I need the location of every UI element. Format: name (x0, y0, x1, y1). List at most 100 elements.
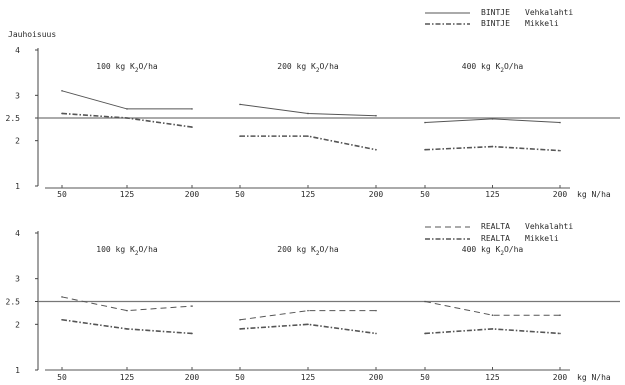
series-line (62, 113, 192, 127)
data-point (239, 319, 241, 321)
x-tick-label: 200 (553, 190, 568, 199)
data-point (375, 333, 377, 335)
data-point (239, 328, 241, 330)
legend-location: Mikkeli (525, 19, 559, 28)
data-point (307, 310, 309, 312)
data-point (126, 117, 128, 119)
data-point (424, 333, 426, 335)
x-axis-unit: kg N/ha (577, 373, 611, 382)
series-line (62, 297, 192, 311)
series-line (240, 311, 376, 320)
data-point (559, 150, 561, 152)
data-point (307, 113, 309, 115)
x-tick-label: 200 (369, 373, 384, 382)
x-tick-label: 50 (57, 373, 67, 382)
y-tick-label: 4 (15, 46, 20, 55)
series-line (62, 320, 192, 334)
x-tick-label: 200 (553, 373, 568, 382)
data-point (492, 328, 494, 330)
group-title: 100 kg K2O/ha (96, 245, 158, 257)
data-point (492, 118, 494, 120)
x-tick-label: 125 (120, 373, 135, 382)
x-tick-label: 50 (420, 190, 430, 199)
data-point (424, 149, 426, 151)
legend-cultivar: REALTA (481, 234, 510, 243)
x-tick-label: 200 (185, 373, 200, 382)
data-point (126, 108, 128, 110)
x-tick-label: 125 (301, 190, 316, 199)
y-tick-label: 1 (15, 366, 20, 375)
group-title: 400 kg K2O/ha (462, 245, 524, 257)
data-point (61, 113, 63, 115)
group-title: 200 kg K2O/ha (277, 245, 339, 257)
legend-cultivar: REALTA (481, 222, 510, 231)
y-tick-label: 4 (15, 229, 20, 238)
group-title-unit: O/ha (504, 245, 523, 254)
x-tick-label: 200 (185, 190, 200, 199)
data-point (559, 333, 561, 335)
data-point (61, 319, 63, 321)
data-point (307, 324, 309, 326)
data-point (191, 108, 193, 110)
data-point (191, 333, 193, 335)
data-point (307, 135, 309, 137)
x-tick-label: 125 (301, 373, 316, 382)
data-point (375, 149, 377, 151)
data-point (375, 310, 377, 312)
y-tick-label: 2.5 (6, 114, 21, 123)
data-point (61, 296, 63, 298)
group-title-main: 100 kg K (96, 62, 135, 71)
data-point (559, 122, 561, 124)
y-tick-label: 2 (15, 137, 20, 146)
x-tick-label: 50 (57, 190, 67, 199)
x-tick-label: 50 (235, 190, 245, 199)
x-tick-label: 200 (369, 190, 384, 199)
group-title-unit: O/ha (138, 62, 157, 71)
group-title-unit: O/ha (319, 62, 338, 71)
series-line (425, 302, 560, 316)
data-point (492, 146, 494, 148)
x-tick-label: 125 (485, 373, 500, 382)
data-point (375, 115, 377, 117)
group-title: 400 kg K2O/ha (462, 62, 524, 74)
data-point (424, 122, 426, 124)
group-title-main: 400 kg K (462, 62, 501, 71)
y-tick-label: 2.5 (6, 298, 21, 307)
series-line (240, 136, 376, 150)
data-point (61, 90, 63, 92)
x-tick-label: 50 (420, 373, 430, 382)
legend-location: Mikkeli (525, 234, 559, 243)
group-title: 100 kg K2O/ha (96, 62, 158, 74)
group-title-main: 400 kg K (462, 245, 501, 254)
legend-cultivar: BINTJE (481, 19, 510, 28)
group-title-unit: O/ha (319, 245, 338, 254)
data-point (492, 314, 494, 316)
legend-location: Vehkalahti (525, 222, 573, 231)
legend-cultivar: BINTJE (481, 8, 510, 17)
data-point (239, 135, 241, 137)
group-title-main: 100 kg K (96, 245, 135, 254)
group-title-main: 200 kg K (277, 245, 316, 254)
group-title-main: 200 kg K (277, 62, 316, 71)
data-point (424, 301, 426, 303)
group-title-unit: O/ha (504, 62, 523, 71)
x-tick-label: 125 (485, 190, 500, 199)
data-point (126, 310, 128, 312)
y-tick-label: 3 (15, 275, 20, 284)
x-tick-label: 50 (235, 373, 245, 382)
series-line (62, 91, 192, 109)
data-point (126, 328, 128, 330)
series-line (240, 324, 376, 333)
y-tick-label: 3 (15, 91, 20, 100)
data-point (559, 314, 561, 316)
x-axis-unit: kg N/ha (577, 190, 611, 199)
legend-location: Vehkalahti (525, 8, 573, 17)
y-axis-title: Jauhoisuus (8, 30, 56, 39)
group-title: 200 kg K2O/ha (277, 62, 339, 74)
y-tick-label: 1 (15, 182, 20, 191)
y-tick-label: 2 (15, 320, 20, 329)
data-point (239, 104, 241, 106)
x-tick-label: 125 (120, 190, 135, 199)
data-point (191, 126, 193, 128)
